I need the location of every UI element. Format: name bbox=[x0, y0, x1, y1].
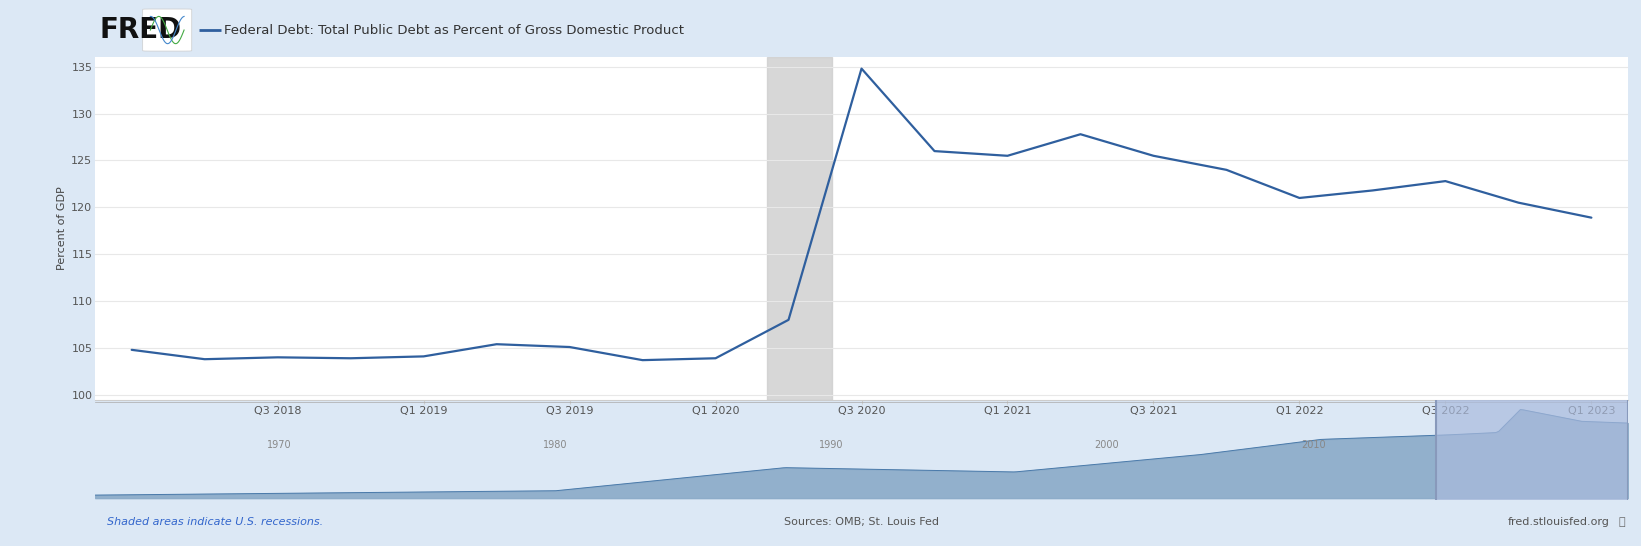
Y-axis label: Percent of GDP: Percent of GDP bbox=[57, 187, 67, 270]
Text: Sources: OMB; St. Louis Fed: Sources: OMB; St. Louis Fed bbox=[784, 517, 939, 527]
Text: 2000: 2000 bbox=[1095, 440, 1119, 450]
FancyBboxPatch shape bbox=[143, 9, 192, 51]
Text: ⛶: ⛶ bbox=[1618, 517, 1625, 527]
Text: Federal Debt: Total Public Debt as Percent of Gross Domestic Product: Federal Debt: Total Public Debt as Perce… bbox=[223, 23, 684, 37]
Text: 1980: 1980 bbox=[543, 440, 568, 450]
Text: 2010: 2010 bbox=[1301, 440, 1326, 450]
Bar bbox=[766, 57, 832, 400]
Text: fred.stlouisfed.org: fred.stlouisfed.org bbox=[1508, 517, 1610, 527]
Text: 1970: 1970 bbox=[267, 440, 292, 450]
Text: FRED: FRED bbox=[100, 16, 182, 44]
Bar bbox=[1436, 400, 1628, 500]
Text: 1990: 1990 bbox=[819, 440, 843, 450]
Text: Shaded areas indicate U.S. recessions.: Shaded areas indicate U.S. recessions. bbox=[107, 517, 323, 527]
